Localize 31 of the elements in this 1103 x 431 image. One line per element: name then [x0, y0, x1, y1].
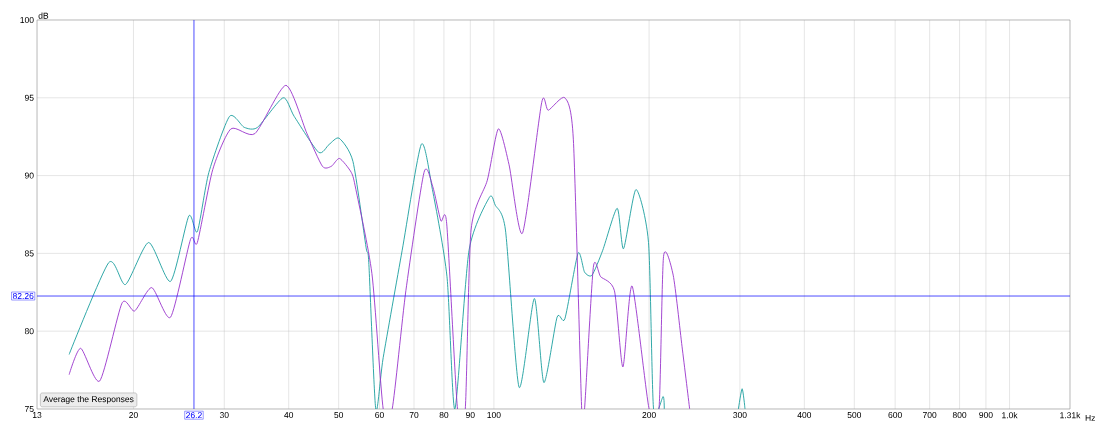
x-tick-label: 50 — [334, 412, 344, 419]
y-tick-label: 85 — [24, 250, 34, 257]
x-tick-label: 200 — [642, 412, 656, 419]
x-tick-label: 13 — [32, 412, 42, 419]
x-tick-label: 900 — [979, 412, 993, 419]
x-tick-label: 80 — [439, 412, 449, 419]
x-tick-label: 300 — [733, 412, 747, 419]
annotation: Average the Responses — [43, 395, 134, 404]
x-tick-label: 800 — [952, 412, 967, 419]
x-tick-label: 500 — [847, 412, 862, 419]
x-tick-label: 30 — [219, 412, 229, 419]
ref-line-label: 82.26 — [12, 293, 34, 300]
y-tick-label: 95 — [24, 94, 34, 101]
x-tick-label: 90 — [465, 412, 475, 419]
x-tick-label: 60 — [375, 412, 384, 419]
x-axis-title: Hz — [1085, 415, 1095, 421]
x-tick-label: 20 — [129, 412, 138, 419]
x-tick-label: 600 — [888, 412, 902, 419]
x-tick-label: 700 — [922, 412, 937, 419]
y-axis-title: dB — [38, 12, 49, 19]
ref-line-label: 26.2 — [186, 412, 202, 419]
x-tick-label: 100 — [487, 412, 501, 419]
y-tick-label: 100 — [20, 16, 34, 23]
x-tick-label: 1.31k — [1060, 412, 1081, 419]
x-tick-label: 400 — [797, 412, 812, 419]
x-tick-label: 1.0k — [1002, 412, 1018, 419]
y-tick-label: 90 — [24, 172, 34, 179]
y-tick-label: 80 — [24, 328, 34, 335]
x-tick-label: 70 — [409, 412, 419, 419]
x-tick-label: 40 — [284, 412, 294, 419]
y-tick-label: 75 — [24, 406, 34, 412]
